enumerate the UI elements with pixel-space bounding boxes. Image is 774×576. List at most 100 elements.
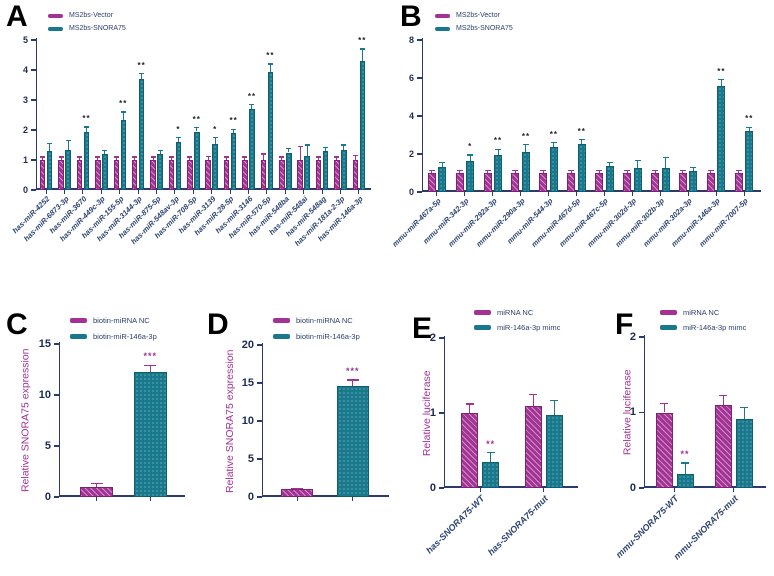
bar xyxy=(595,173,604,192)
significance-stars: * xyxy=(176,124,181,134)
panel-A: A MS2bs-Vector MS2bs-SNORA75 0 1 2 3 4 5 has-mi… xyxy=(0,0,388,300)
legend-row: biotin-miRNA NC xyxy=(273,316,360,325)
panel-label-E: E xyxy=(412,312,433,345)
bar xyxy=(249,109,255,190)
bar xyxy=(714,404,732,488)
error-bar-cap xyxy=(304,144,310,146)
x-tick xyxy=(192,190,194,194)
error-bar-cap xyxy=(660,402,668,405)
bar xyxy=(352,160,359,190)
legend-row: MS2bs-Vector xyxy=(435,12,513,19)
y-tick xyxy=(417,191,422,193)
y-tick xyxy=(257,344,262,346)
bar xyxy=(58,160,64,190)
bar xyxy=(605,166,614,192)
x-axis xyxy=(421,190,761,193)
y-tick xyxy=(257,420,262,422)
bar xyxy=(539,173,548,192)
legend-row: miR-146a-3p mimc xyxy=(474,323,560,332)
x-tick xyxy=(339,190,341,194)
error-bar-cap xyxy=(624,169,631,171)
legend-swatch xyxy=(273,318,290,323)
x-tick xyxy=(303,190,305,194)
y-tick xyxy=(54,394,59,396)
panel-label-B: B xyxy=(400,0,422,33)
plot-A: 0 1 2 3 4 5 has-miR-4252 has-miR-6873-3p has-miR… xyxy=(11,35,371,248)
y-tick xyxy=(31,69,36,71)
x-tick xyxy=(284,190,286,194)
legend-label: miR-146a-3p mimc xyxy=(497,323,561,332)
panel-B: B MS2bs-Vector MS2bs-SNORA75 0 2 4 6 8 mmu-miR… xyxy=(388,0,774,300)
plot-F: 0 1 2 Relative luciferase mmu-SNORA75-WT ** mm… xyxy=(614,331,766,562)
bar xyxy=(212,143,218,190)
error-bar xyxy=(581,139,583,144)
bar xyxy=(455,173,464,192)
error-bar-cap xyxy=(662,157,669,159)
error-bar-cap xyxy=(456,169,463,171)
bar xyxy=(133,371,167,497)
error-bar-cap xyxy=(212,136,218,139)
bar xyxy=(651,173,660,192)
legend-label: biotin-miRNA NC xyxy=(93,316,150,325)
error-bar xyxy=(251,104,253,109)
bar xyxy=(80,486,114,497)
error-bar-cap xyxy=(484,169,491,171)
error-bar xyxy=(189,157,191,160)
significance-stars: * xyxy=(213,124,218,134)
error-bar xyxy=(299,146,301,160)
legend-row: biotin-miR-146a-3p xyxy=(70,332,157,341)
significance-stars: ** xyxy=(119,99,128,108)
error-bar-cap xyxy=(132,156,138,158)
bar xyxy=(678,173,687,192)
bar xyxy=(95,160,101,190)
y-tick xyxy=(417,153,422,155)
bar xyxy=(76,160,83,190)
x-tick xyxy=(266,190,268,194)
significance-stars: ** xyxy=(717,66,726,76)
error-bar-cap xyxy=(260,153,266,155)
legend-swatch xyxy=(435,26,450,31)
bar xyxy=(279,160,285,190)
error-bar-cap xyxy=(175,136,181,139)
error-bar xyxy=(684,463,686,475)
error-bar xyxy=(281,157,283,160)
error-bar xyxy=(598,170,600,173)
y-tick-label: 10 xyxy=(38,388,51,401)
legend-row: MS2bs-SNORA75 xyxy=(435,25,513,32)
error-bar xyxy=(469,154,471,161)
x-tick xyxy=(492,192,494,196)
error-bar xyxy=(514,170,516,173)
error-bar xyxy=(159,150,161,154)
x-tick xyxy=(174,190,176,194)
legend-label: miRNA NC xyxy=(497,308,534,317)
x-tick xyxy=(479,488,481,492)
legend-label: biotin-miR-146a-3p xyxy=(93,332,157,341)
error-bar-cap xyxy=(606,161,613,164)
legend-swatch xyxy=(48,13,63,18)
x-tick xyxy=(631,192,633,196)
significance-stars: *** xyxy=(346,365,360,376)
bar xyxy=(735,418,753,488)
bar xyxy=(83,131,90,190)
error-bar-cap xyxy=(47,142,53,145)
error-bar xyxy=(720,79,722,86)
error-bar xyxy=(441,162,443,168)
y-tick-label: 6 xyxy=(408,72,414,83)
error-bar-cap xyxy=(205,155,211,157)
bar xyxy=(717,85,726,192)
error-bar-cap xyxy=(746,126,753,128)
legend-row: miRNA NC xyxy=(660,308,746,317)
panel-label-F: F xyxy=(615,308,634,341)
y-tick-label: 1 xyxy=(629,406,636,418)
error-bar-cap xyxy=(40,156,46,158)
x-category-label: has-SNORA75-mut xyxy=(486,493,551,558)
significance-stars: ** xyxy=(266,51,275,60)
error-bar-cap xyxy=(113,156,119,158)
legend-row: biotin-miRNA NC xyxy=(70,316,157,325)
significance-stars: ** xyxy=(680,449,690,460)
bar xyxy=(187,160,193,190)
panel-D: D biotin-miRNA NC biotin-miR-146a-3p 0 5 10… xyxy=(195,300,395,576)
error-bar-cap xyxy=(65,139,71,142)
y-tick-label: 0 xyxy=(429,481,436,494)
error-bar-cap xyxy=(718,79,725,81)
